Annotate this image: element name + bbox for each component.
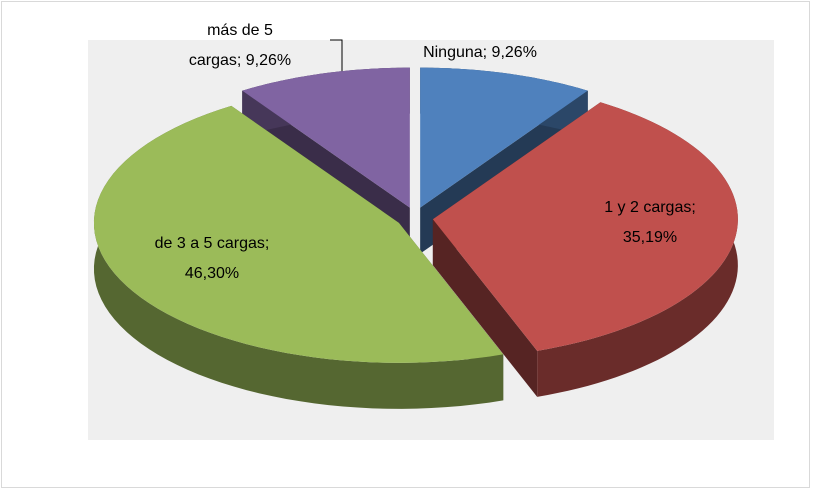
slice-side [432,219,538,397]
slice [432,102,738,351]
labels: Ninguna; 9,26% 1 y 2 cargas; 35,19% de 3 a … [155,22,696,282]
data-label: 1 y 2 cargas; 35,19% [604,199,696,246]
pie [93,67,738,409]
slice [93,105,504,363]
data-label: de 3 a 5 cargas; 46,30% [155,235,270,282]
data-label: Ninguna; 9,26% [423,44,537,61]
data-label: más de 5 cargas; 9,26% [189,22,291,69]
leader-line [330,39,343,78]
slice [242,67,410,208]
slice-side [93,105,504,409]
slice [420,67,588,208]
